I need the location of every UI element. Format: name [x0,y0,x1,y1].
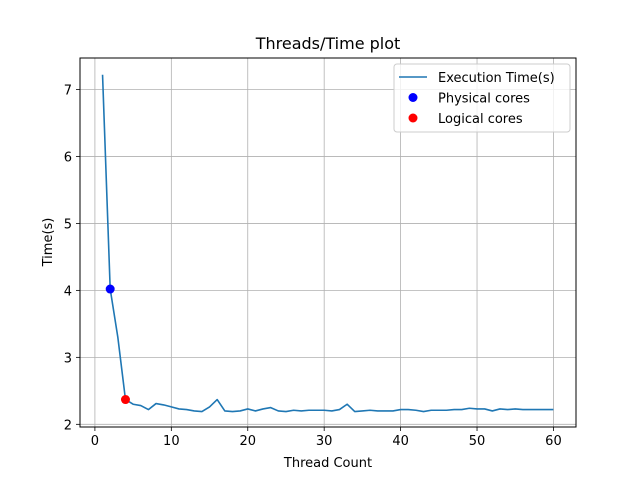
x-tick-label: 0 [91,434,99,449]
logical-cores-point [120,395,130,405]
grid-lines [80,58,576,427]
x-tick-label: 30 [316,434,333,449]
y-tick-label: 2 [64,418,72,433]
x-tick-label: 60 [545,434,562,449]
x-axis-label: Thread Count [283,456,372,471]
legend-label-logical-cores: Logical cores [438,112,523,127]
legend-items: Execution Time(s) Physical cores Logical c… [399,71,555,127]
legend-label-physical-cores: Physical cores [438,92,530,107]
legend-box [393,63,571,133]
y-tick-label: 3 [64,351,72,366]
y-tick-label: 5 [64,217,72,232]
legend: Execution Time(s) Physical cores Logical c… [393,63,571,133]
chart-title: Threads/Time plot [255,34,401,53]
y-axis-label: Time(s) [41,218,56,268]
x-tick-label: 20 [239,434,256,449]
x-tick-label: 40 [392,434,409,449]
legend-dot-marker [408,93,418,102]
y-tick-label: 4 [64,284,72,299]
legend-dot-marker [408,113,418,123]
series-line-execution-time [101,74,554,413]
physical-cores-point [105,284,115,294]
y-tick-label: 7 [64,83,72,98]
y-tick-label: 6 [64,150,72,165]
plot-frame [79,57,577,428]
plot-series [101,74,554,413]
legend-label-execution-time-s: Execution Time(s) [438,71,555,86]
x-tick-label: 50 [469,434,486,449]
axis-ticks: 0 10 20 30 40 50 60 2 3 4 5 6 7 [64,83,562,449]
x-tick-label: 10 [163,434,180,449]
